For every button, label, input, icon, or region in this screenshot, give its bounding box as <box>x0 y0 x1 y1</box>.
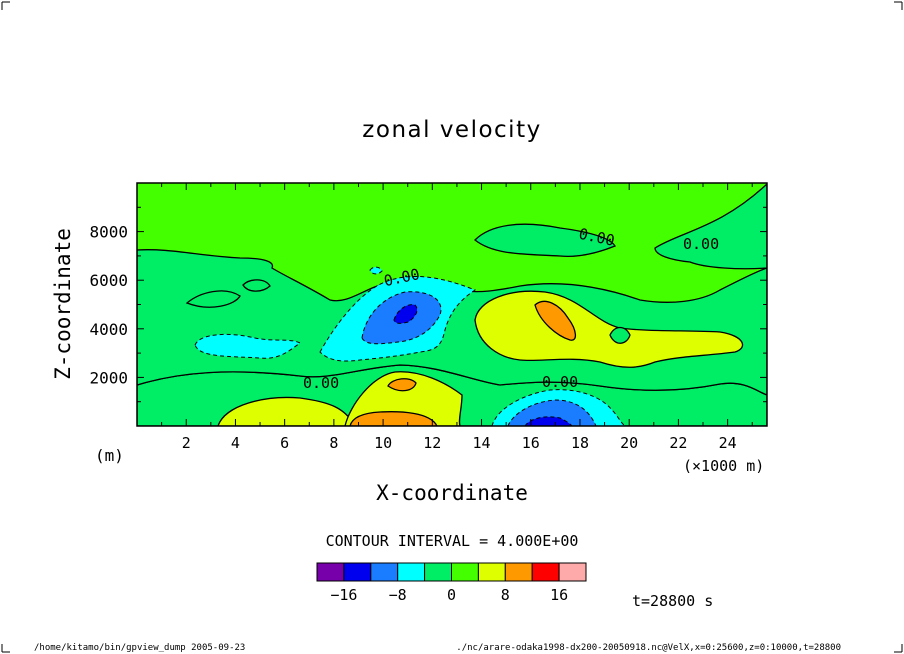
colorbar-swatch <box>477 562 506 582</box>
colorbar: −16 −8 0 8 16 <box>316 562 587 604</box>
region-zero-blob-right <box>609 326 631 344</box>
region-neg12-center <box>393 304 418 324</box>
region-0-4-right <box>654 183 767 270</box>
colorbar-label: −16 <box>330 586 357 604</box>
x-tick-label: 2 <box>182 434 191 452</box>
region-pos8-right <box>534 300 577 341</box>
x-tick-label: 4 <box>231 434 240 452</box>
y-tick-label: 2000 <box>89 368 128 387</box>
colorbar-swatch <box>316 562 345 582</box>
x-tick-label: 16 <box>522 434 540 452</box>
x-unit-label: (×1000 m) <box>683 457 764 475</box>
region-0-4-top <box>474 223 616 258</box>
region-0-4-blob-mid <box>242 279 271 292</box>
region-neg4-left <box>194 333 301 359</box>
y-tick-label: 4000 <box>89 320 128 339</box>
region-neg4-small-top <box>369 266 383 275</box>
region-neg8-bottom-right <box>507 399 597 426</box>
region-0-4-blob-left <box>185 290 241 308</box>
contour-label: 0.00 <box>303 374 339 392</box>
chart-title: zonal velocity <box>362 117 541 143</box>
x-tick-label: 14 <box>473 434 491 452</box>
colorbar-swatch <box>531 562 560 582</box>
footer-left: /home/kitamo/bin/gpview_dump 2005-09-23 <box>34 643 245 653</box>
x-tick-label: 18 <box>571 434 589 452</box>
colorbar-swatch <box>397 562 426 582</box>
time-label: t=28800 s <box>632 592 713 610</box>
colorbar-label: 8 <box>501 586 510 604</box>
footer-right: ./nc/arare-odaka1998-dx200-20050918.nc@V… <box>456 643 841 653</box>
contour-label: 0.00 <box>683 235 719 253</box>
x-tick-label: 12 <box>423 434 441 452</box>
contour-field <box>137 183 767 426</box>
colorbar-swatch <box>343 562 372 582</box>
colorbar-swatch <box>370 562 399 582</box>
x-tick-label: 6 <box>280 434 289 452</box>
y-axis-label: Z-coordinate <box>51 228 75 380</box>
y-axis: 2000 4000 6000 8000 <box>89 206 767 403</box>
y-tick-label: 6000 <box>89 271 128 290</box>
colorbar-swatch <box>424 562 453 582</box>
contour-interval-text: CONTOUR INTERVAL = 4.000E+00 <box>326 532 579 550</box>
region-pos8-bottom-center <box>349 411 438 426</box>
x-tick-label: 22 <box>669 434 687 452</box>
x-tick-label: 8 <box>329 434 338 452</box>
region-neg12-bottom-right <box>524 416 573 426</box>
x-tick-label: 20 <box>620 434 638 452</box>
colorbar-swatch <box>504 562 533 582</box>
y-tick-label: 8000 <box>89 223 128 242</box>
region-pos4-bottom-left <box>217 396 356 426</box>
region-pos8-mid-center <box>387 378 417 392</box>
x-axis: 2 4 6 8 10 12 14 16 18 20 22 24 <box>161 183 753 452</box>
contour-label: 0.00 <box>542 373 578 391</box>
x-tick-label: 10 <box>374 434 392 452</box>
x-axis-label: X-coordinate <box>376 481 528 505</box>
colorbar-swatch <box>451 562 479 582</box>
y-unit-label: (m) <box>95 446 124 465</box>
colorbar-label: 16 <box>550 586 568 604</box>
colorbar-swatch <box>558 562 587 582</box>
colorbar-label: −8 <box>389 586 407 604</box>
colorbar-label: 0 <box>447 586 456 604</box>
x-tick-label: 24 <box>719 434 737 452</box>
